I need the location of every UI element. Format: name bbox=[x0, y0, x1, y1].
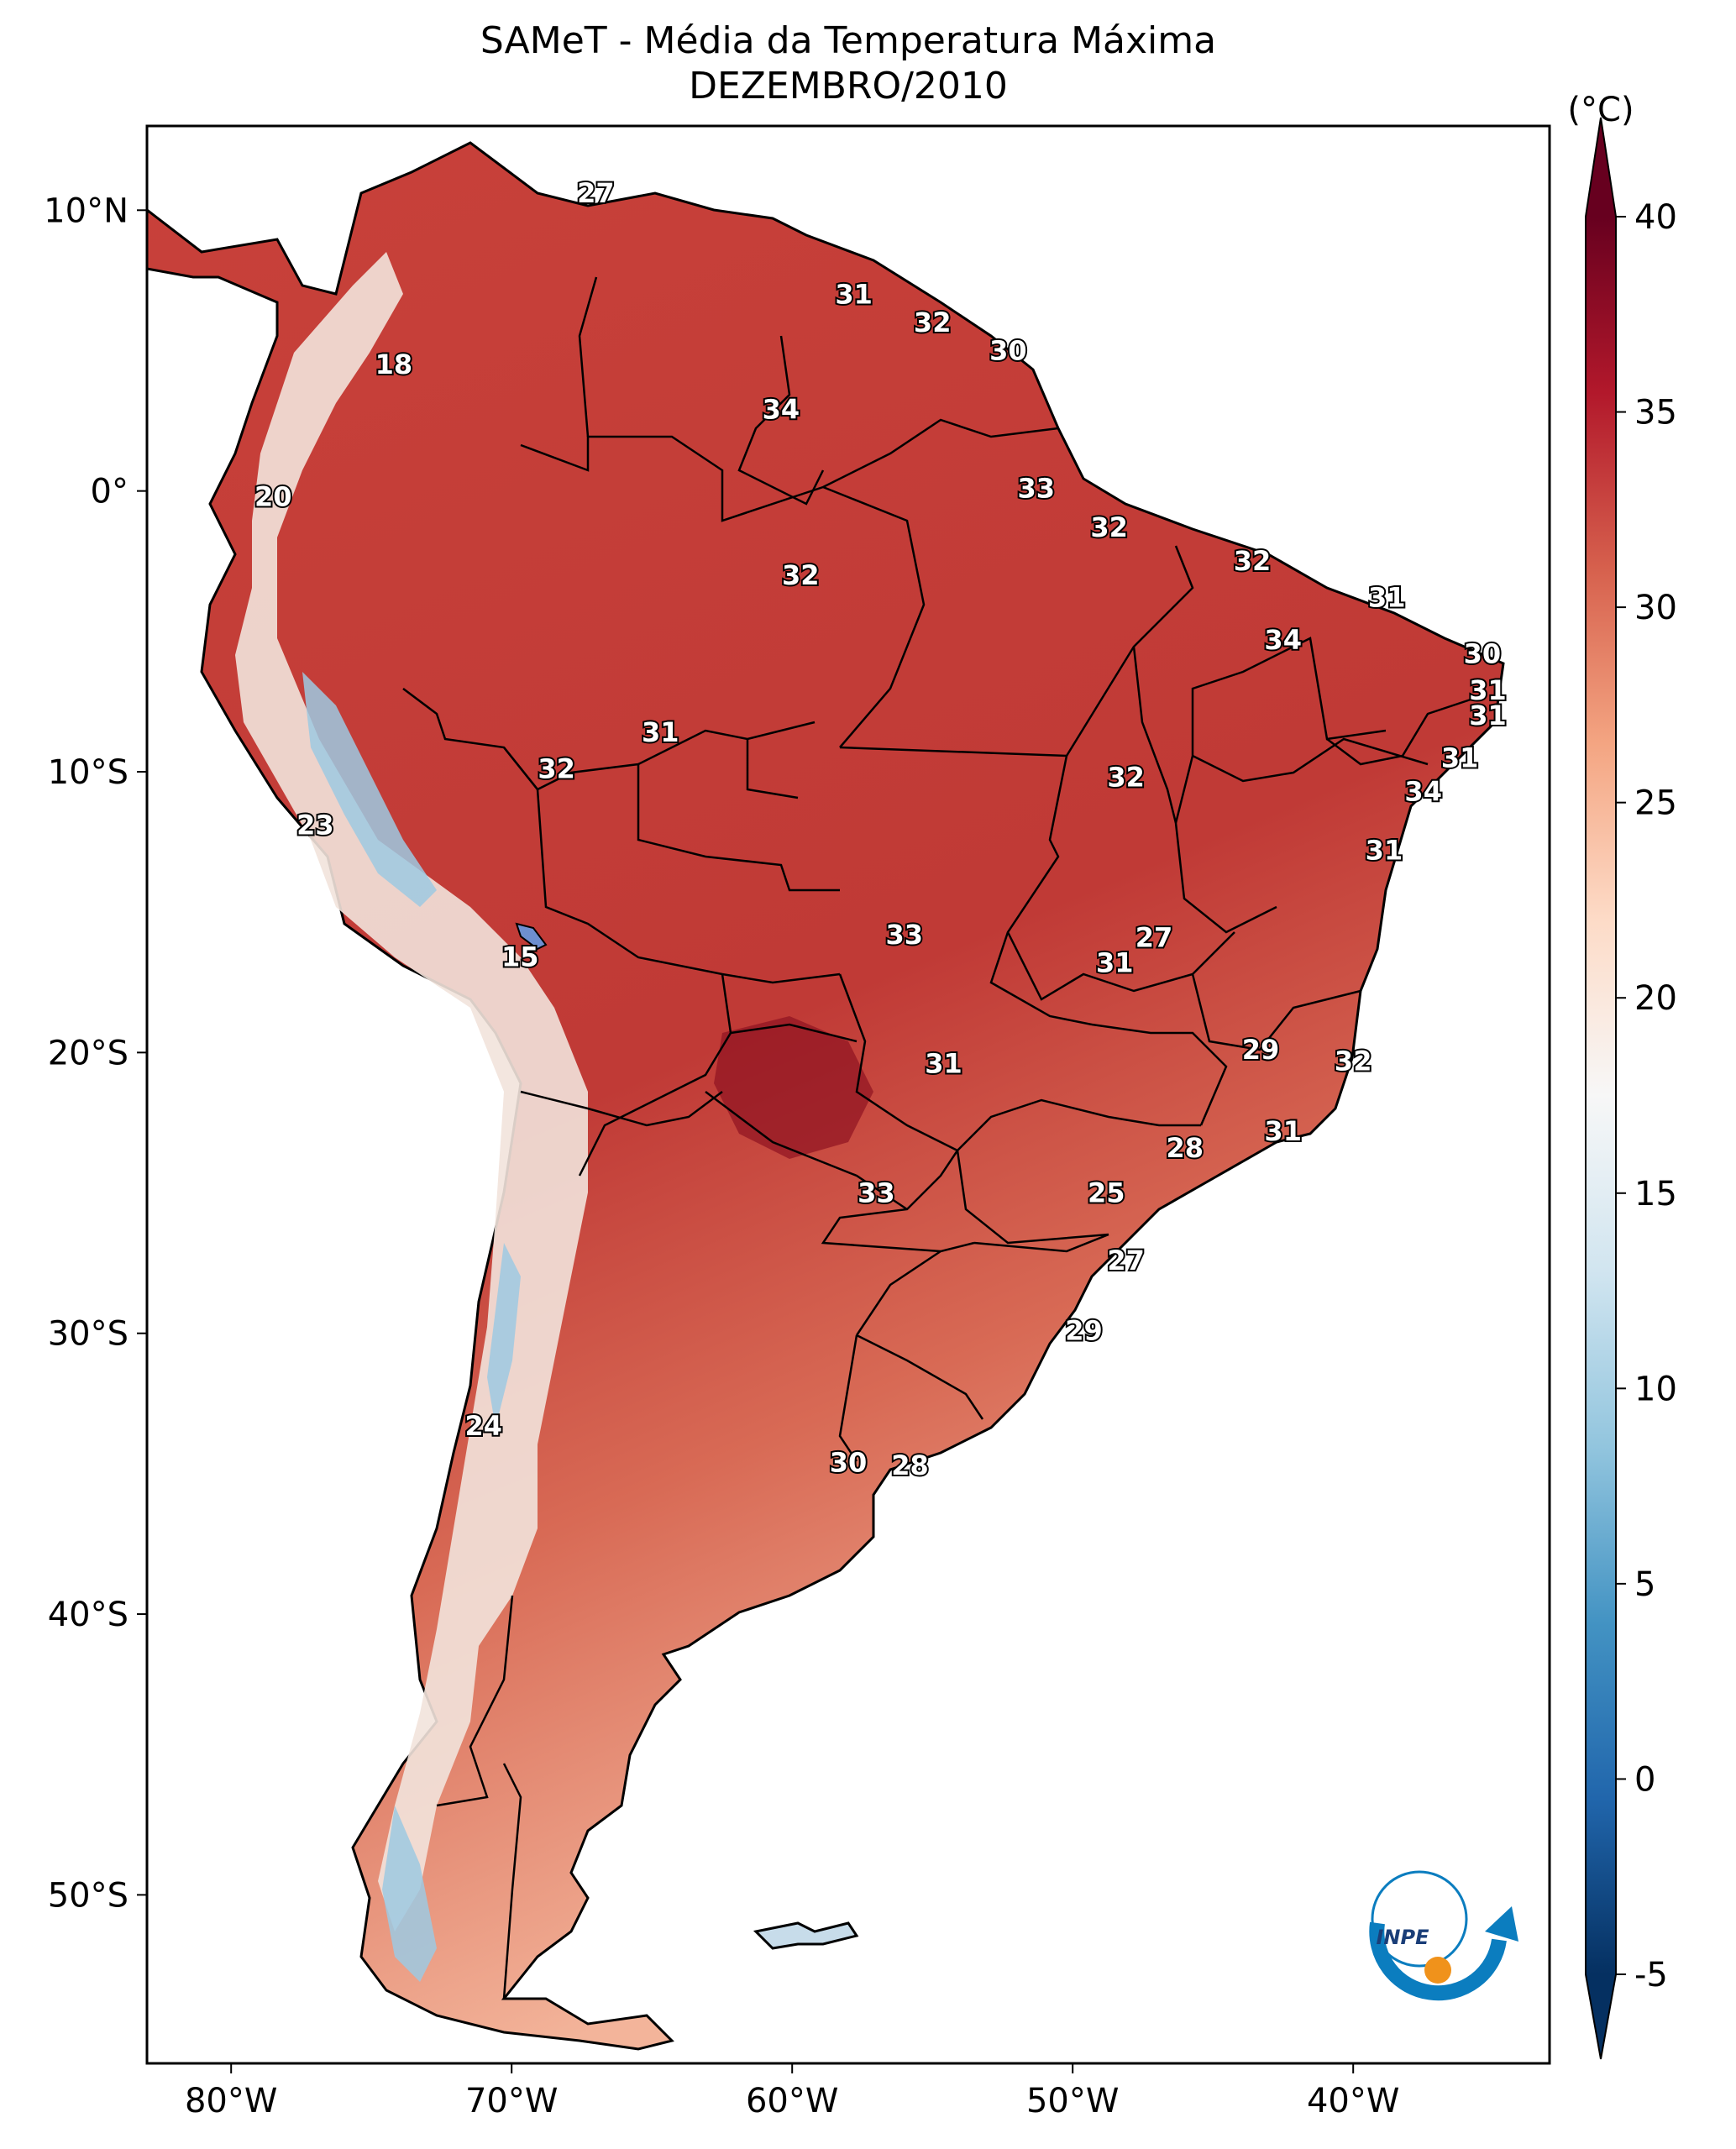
colorbar-tick-label: 40 bbox=[1634, 198, 1677, 237]
temperature-label: 31 bbox=[925, 1048, 962, 1080]
temperature-label: 31 bbox=[1441, 742, 1479, 773]
lon-tick-label: 40°W bbox=[1307, 2082, 1399, 2120]
inpe-logo: INPE bbox=[1369, 1870, 1518, 2001]
lat-tick-label: 50°S bbox=[48, 1876, 128, 1915]
lon-tick-label: 50°W bbox=[1026, 2082, 1119, 2120]
temperature-label: 32 bbox=[538, 753, 575, 785]
temperature-label: 31 bbox=[1368, 582, 1406, 614]
lat-tick-label: 20°S bbox=[48, 1034, 128, 1072]
temperature-label: 33 bbox=[858, 1177, 895, 1209]
lake-titicaca bbox=[515, 922, 548, 951]
colorbar-tick-label: 5 bbox=[1634, 1565, 1655, 1604]
temperature-label: 30 bbox=[830, 1446, 868, 1478]
lat-tick-label: 0° bbox=[91, 473, 128, 511]
temperature-label: 32 bbox=[1107, 762, 1145, 794]
lat-tick-label: 40°S bbox=[48, 1596, 128, 1634]
lon-tick-label: 80°W bbox=[185, 2082, 277, 2120]
temperature-label: 29 bbox=[1065, 1314, 1103, 1346]
colorbar-top-extend bbox=[1586, 118, 1616, 217]
colorbar-tick-label: 20 bbox=[1634, 979, 1677, 1018]
map-frame bbox=[145, 124, 1551, 2065]
temperature-label: 32 bbox=[1335, 1045, 1372, 1077]
temperature-label: 34 bbox=[1264, 624, 1302, 656]
temperature-label: 34 bbox=[763, 394, 800, 426]
temperature-label: 27 bbox=[577, 177, 615, 209]
temperature-label: 23 bbox=[296, 810, 334, 841]
logo-text: INPE bbox=[1377, 1926, 1430, 1949]
title-line-1: SAMeT - Média da Temperatura Máxima bbox=[480, 19, 1217, 62]
colorbar-tick-label: 0 bbox=[1634, 1760, 1655, 1799]
temperature-label: 18 bbox=[375, 349, 413, 380]
colorbar-body bbox=[1586, 217, 1616, 1974]
lat-tick-label: 10°N bbox=[44, 191, 128, 230]
temperature-label: 31 bbox=[1469, 674, 1507, 706]
colorbar-ticks: 40 35 30 25 20 15 10 5 0 -5 bbox=[1616, 198, 1677, 1994]
temperature-label: 27 bbox=[1135, 921, 1173, 953]
temperature-label: 31 bbox=[1469, 700, 1507, 731]
state-borders bbox=[402, 276, 1479, 2000]
temperature-label: 31 bbox=[642, 716, 679, 748]
temperature-label: 31 bbox=[1264, 1115, 1302, 1147]
temperature-label: 24 bbox=[465, 1410, 503, 1442]
colorbar-tick-label: -5 bbox=[1634, 1956, 1668, 1994]
temperature-label: 25 bbox=[1088, 1177, 1125, 1209]
temperature-label: 32 bbox=[782, 559, 820, 591]
map-title: SAMeT - Média da Temperatura Máxima DEZE… bbox=[147, 18, 1550, 109]
andes-highlands bbox=[235, 252, 588, 1931]
temperature-label: 33 bbox=[886, 919, 924, 951]
temperature-label: 15 bbox=[501, 941, 539, 973]
temperature-label: 34 bbox=[1404, 775, 1442, 807]
temperature-label: 32 bbox=[1234, 545, 1272, 577]
colorbar-tick-label: 10 bbox=[1634, 1370, 1677, 1408]
temperature-label: 28 bbox=[891, 1449, 929, 1481]
title-line-2: DEZEMBRO/2010 bbox=[689, 65, 1008, 107]
colorbar-tick-label: 30 bbox=[1634, 589, 1677, 627]
lon-tick-label: 70°W bbox=[465, 2082, 558, 2120]
temperature-label: 31 bbox=[1366, 835, 1403, 867]
temperature-label: 28 bbox=[1167, 1132, 1204, 1164]
lon-tick-label: 60°W bbox=[746, 2082, 838, 2120]
logo-arc-icon bbox=[1369, 1921, 1507, 2001]
colorbar-tick-label: 35 bbox=[1634, 394, 1677, 432]
colorbar-tick-label: 25 bbox=[1634, 784, 1677, 823]
falkland-islands bbox=[753, 1921, 859, 1950]
colorbar-bottom-extend bbox=[1586, 1974, 1616, 2059]
temperature-label: 31 bbox=[835, 279, 873, 311]
colorbar-tick-label: 15 bbox=[1634, 1175, 1677, 1213]
longitude-axis: 80°W 70°W 60°W 50°W 40°W bbox=[185, 2063, 1399, 2120]
temperature-label: 32 bbox=[914, 307, 952, 338]
temperature-label: 33 bbox=[1018, 472, 1056, 504]
temperature-label: 29 bbox=[1242, 1034, 1280, 1066]
lat-tick-label: 10°S bbox=[48, 753, 128, 792]
temperature-label: 20 bbox=[254, 480, 292, 512]
map-layers bbox=[147, 141, 1505, 2051]
logo-dot-icon bbox=[1424, 1957, 1451, 1984]
latitude-axis: 10°N 0° 10°S 20°S 30°S 40°S 50°S bbox=[44, 191, 147, 1915]
temperature-label: 32 bbox=[1090, 511, 1128, 543]
lat-tick-label: 30°S bbox=[48, 1315, 128, 1354]
hot-core-chaco bbox=[714, 1016, 873, 1159]
temperature-label: 31 bbox=[1096, 946, 1134, 978]
logo-thin-ring-icon bbox=[1371, 1870, 1468, 1968]
temperature-label: 30 bbox=[1464, 638, 1502, 670]
temperature-label: 27 bbox=[1107, 1245, 1145, 1276]
logo-arrow-icon bbox=[1485, 1906, 1518, 1942]
temperature-label: 30 bbox=[989, 334, 1027, 366]
